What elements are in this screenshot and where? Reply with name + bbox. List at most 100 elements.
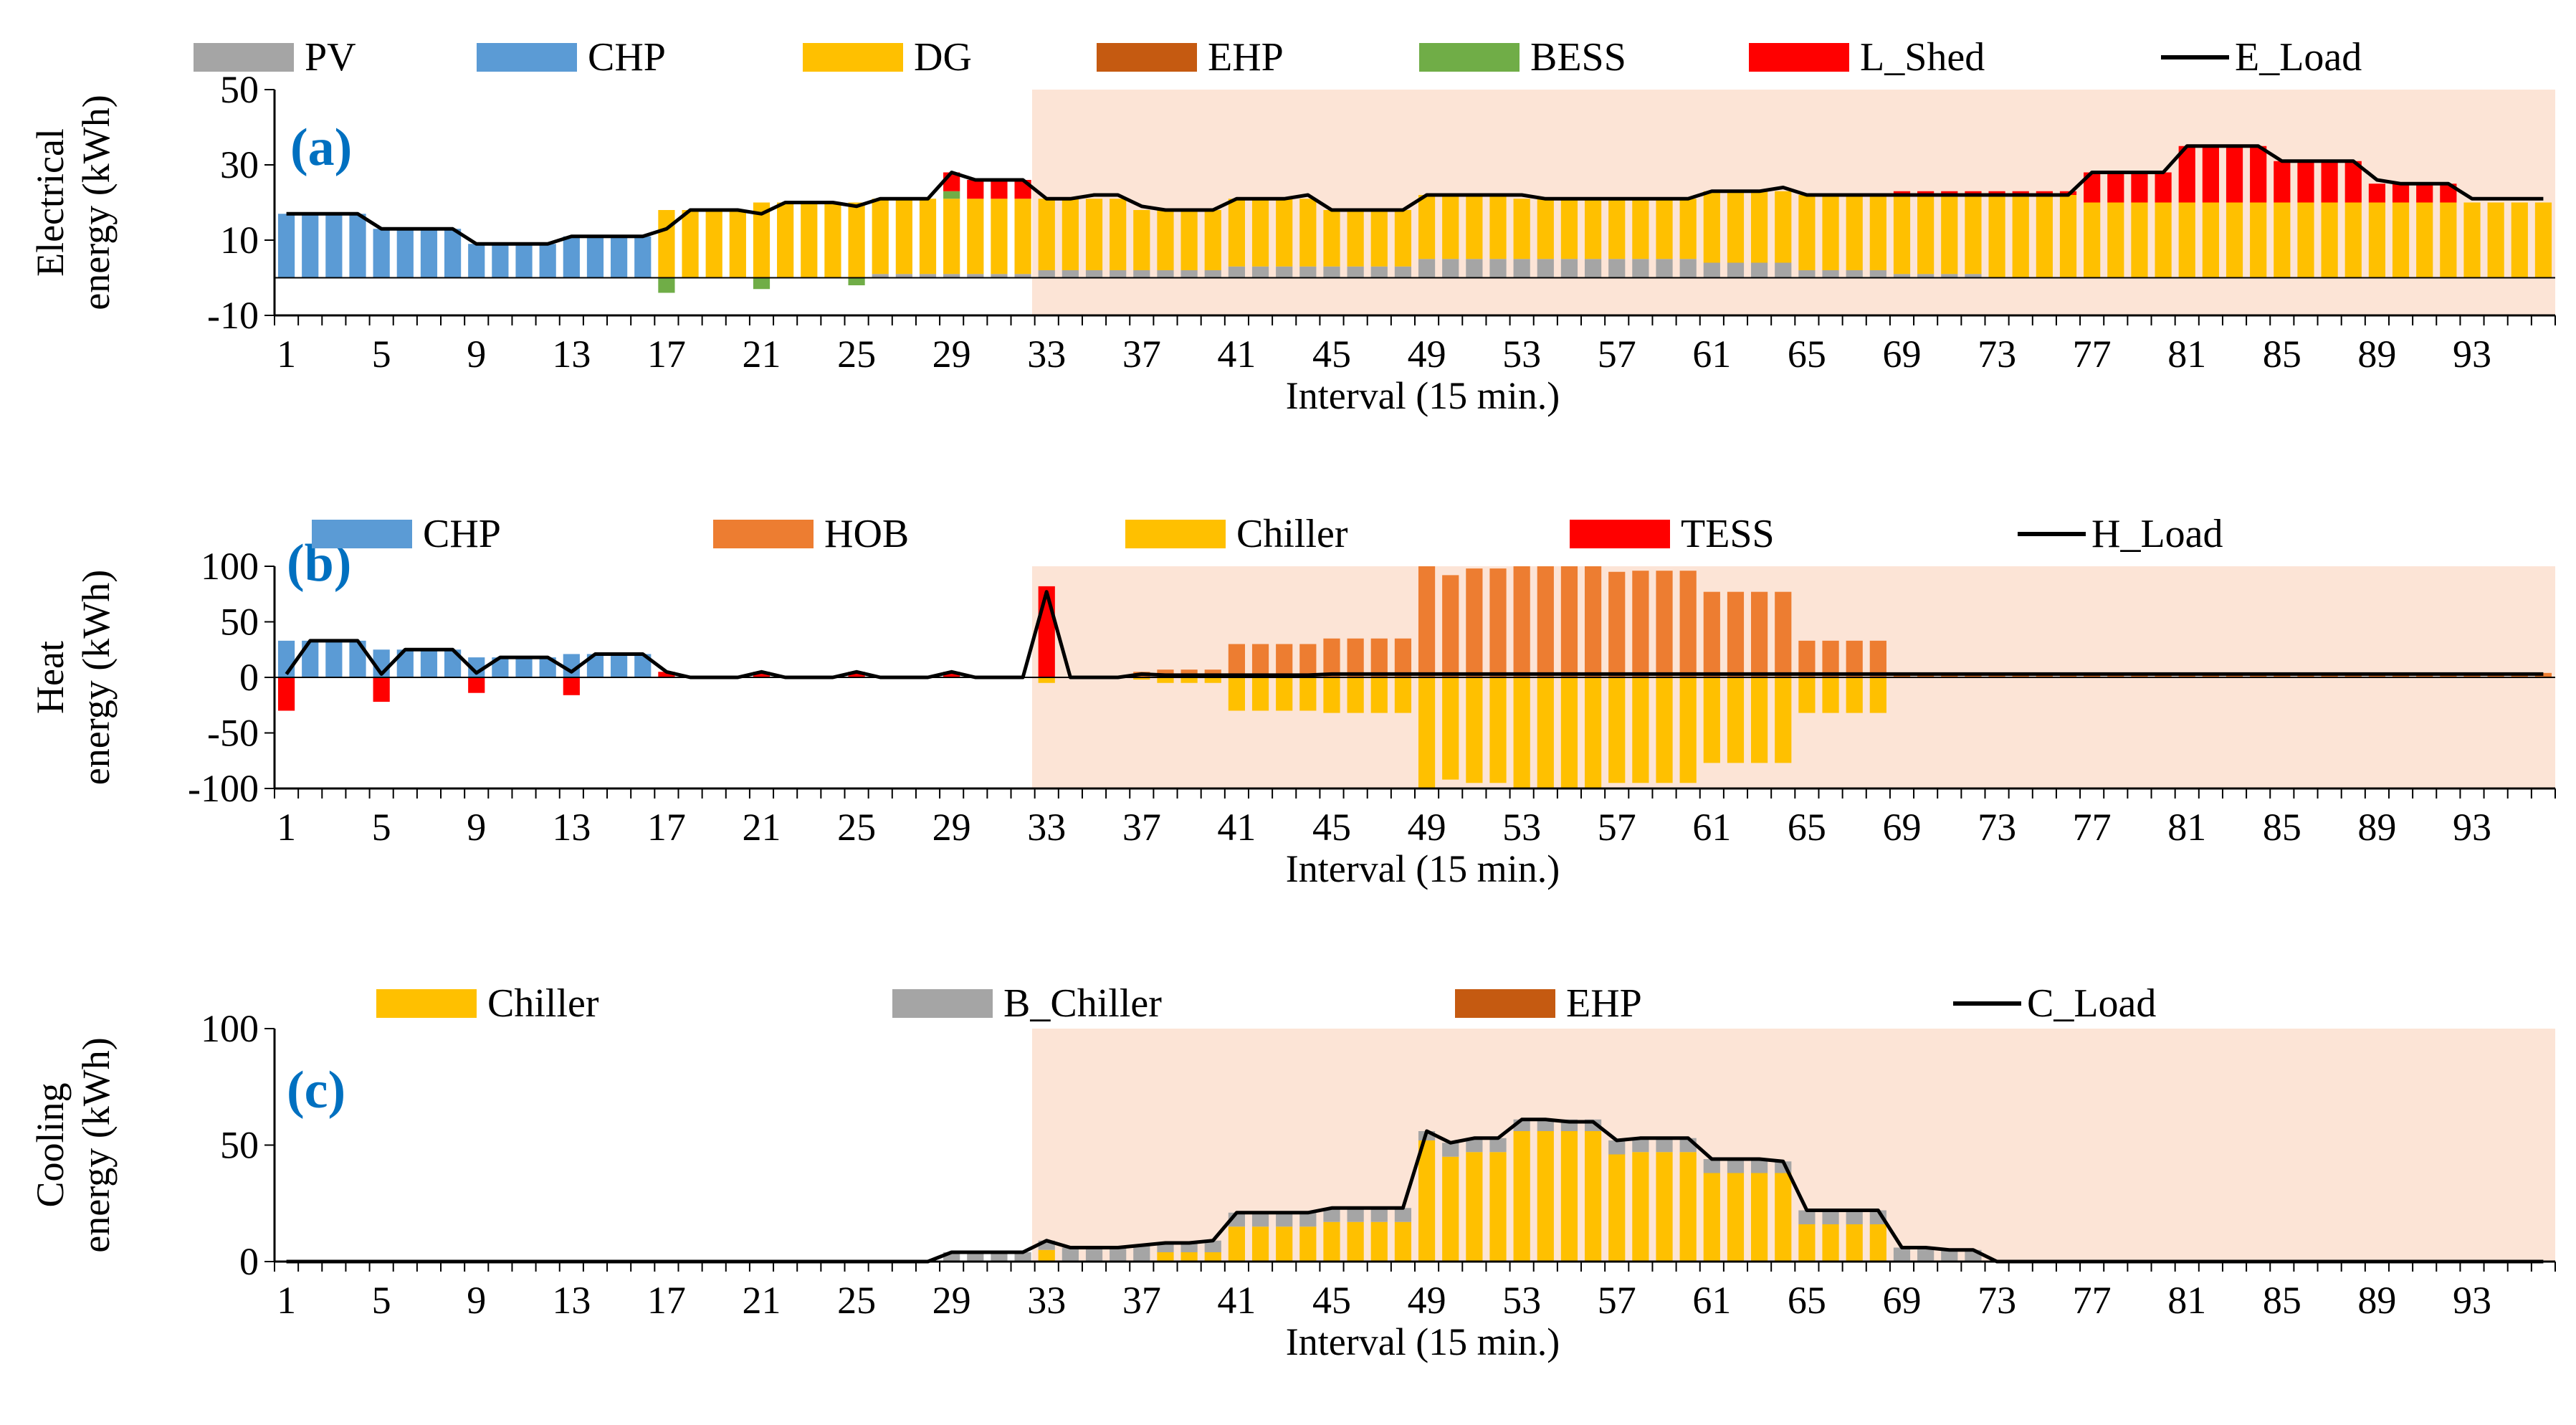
bar-l-shed [2250, 146, 2267, 203]
legend-swatch [713, 520, 814, 548]
x-tick-label: 33 [1027, 1279, 1066, 1322]
bar-chiller [1276, 677, 1293, 711]
bar-tess [1038, 586, 1055, 677]
legend-label: HOB [824, 512, 909, 556]
bar-chp [492, 244, 509, 278]
bar-dg [1370, 210, 1388, 267]
bar-pv [1846, 270, 1863, 278]
bar-dg [895, 199, 912, 275]
bar-l-shed [1893, 191, 1911, 195]
bar-dg [1489, 195, 1507, 259]
bar-dg [1513, 199, 1530, 259]
bar-b-chiller [1370, 1208, 1388, 1222]
bar-chp [444, 649, 462, 677]
bar-dg [1276, 199, 1293, 267]
x-tick-label: 17 [647, 1279, 686, 1322]
bar-pv [1917, 274, 1935, 278]
bar-b-chiller [1941, 1249, 1958, 1262]
legend-swatch [1125, 520, 1226, 548]
bar-dg [1442, 195, 1459, 259]
bar-pv [1299, 266, 1317, 278]
bar-dg [1110, 199, 1127, 270]
bar-chiller [1584, 1131, 1602, 1262]
bar-dg [2344, 202, 2362, 278]
legend: Chiller B_Chiller EHP C_Load [376, 981, 2156, 1026]
bar-l-shed [2084, 172, 2101, 203]
bar-b-chiller [1323, 1208, 1340, 1222]
bar-hob [1775, 591, 1792, 677]
legend: PV CHP DG EHP BESS L_Shed E_Load [194, 35, 2362, 80]
bar-chiller [1466, 677, 1483, 783]
x-tick-label: 13 [552, 333, 591, 376]
bar-chiller [1133, 677, 1150, 680]
bar-bess [753, 277, 771, 290]
x-tick-label: 37 [1122, 806, 1161, 849]
bar-dg [1869, 195, 1886, 270]
legend-swatch [1455, 989, 1555, 1018]
bar-l-shed [2155, 172, 2172, 203]
x-axis-title: Interval (15 min.) [1286, 1320, 1560, 1363]
x-tick-label: 33 [1027, 806, 1066, 849]
bar-chiller [1038, 677, 1055, 683]
bar-dg [2297, 202, 2314, 278]
bar-pv [1727, 262, 1745, 278]
bar-chp [349, 214, 366, 278]
bar-chp [634, 654, 652, 677]
bar-hob [1822, 640, 1839, 677]
bar-chiller [1703, 1173, 1720, 1262]
bar-dg [943, 199, 960, 275]
bar-b-chiller [1703, 1159, 1720, 1173]
bar-dg [2487, 202, 2504, 278]
x-tick-label: 13 [552, 1279, 591, 1322]
bar-b-chiller [1608, 1140, 1626, 1155]
y-tick-label: -50 [207, 712, 259, 755]
bar-dg [2226, 202, 2243, 278]
bar-l-shed [1941, 191, 1958, 195]
bar-dg [872, 199, 889, 275]
bar-pv [1775, 262, 1792, 278]
bar-chp [468, 244, 485, 278]
bar-tess [468, 677, 485, 693]
y-ticks: 100 50 0 [201, 1007, 275, 1283]
x-tick-label: 49 [1408, 806, 1446, 849]
bar-chiller [1584, 677, 1602, 788]
bar-chiller [1656, 677, 1673, 783]
x-tick-label: 21 [742, 1279, 781, 1322]
bar-chiller [1513, 1131, 1530, 1262]
bar-tess [373, 677, 390, 702]
bar-dg [2012, 195, 2029, 278]
bar-chp [539, 657, 556, 677]
bar-l-shed [2392, 184, 2410, 203]
bar-dg [1204, 210, 1221, 270]
bar-pv [1110, 270, 1127, 278]
legend-label: PV [305, 35, 356, 80]
bar-pv [1085, 270, 1103, 278]
bar-dg [1062, 199, 1079, 270]
bar-chiller [1204, 677, 1221, 683]
bar-chp [515, 244, 533, 278]
bar-pv [895, 274, 912, 278]
x-tick-label: 89 [2357, 1279, 2396, 1322]
bar-b-chiller [1062, 1247, 1079, 1262]
bar-hob [1418, 566, 1436, 677]
bar-chiller [1632, 677, 1649, 783]
bar-dg [1347, 210, 1364, 267]
bar-hob [1228, 644, 1246, 677]
bar-chiller [1679, 1152, 1697, 1262]
bar-l-shed [991, 180, 1008, 199]
bar-b-chiller [1347, 1208, 1364, 1222]
x-tick-label: 65 [1788, 333, 1826, 376]
bar-chiller [1394, 677, 1412, 713]
bar-hob [1632, 571, 1649, 677]
bar-b-chiller [1442, 1143, 1459, 1157]
bar-b-chiller [1299, 1212, 1317, 1227]
bar-dg [991, 199, 1008, 275]
bar-pv [1204, 270, 1221, 278]
bar-dg [1133, 210, 1150, 270]
bar-hob [1394, 638, 1412, 677]
legend-item-hob: HOB [713, 512, 909, 556]
legend-label: CHP [423, 512, 501, 556]
bar-l-shed [967, 180, 984, 199]
bar-b-chiller [991, 1252, 1008, 1262]
